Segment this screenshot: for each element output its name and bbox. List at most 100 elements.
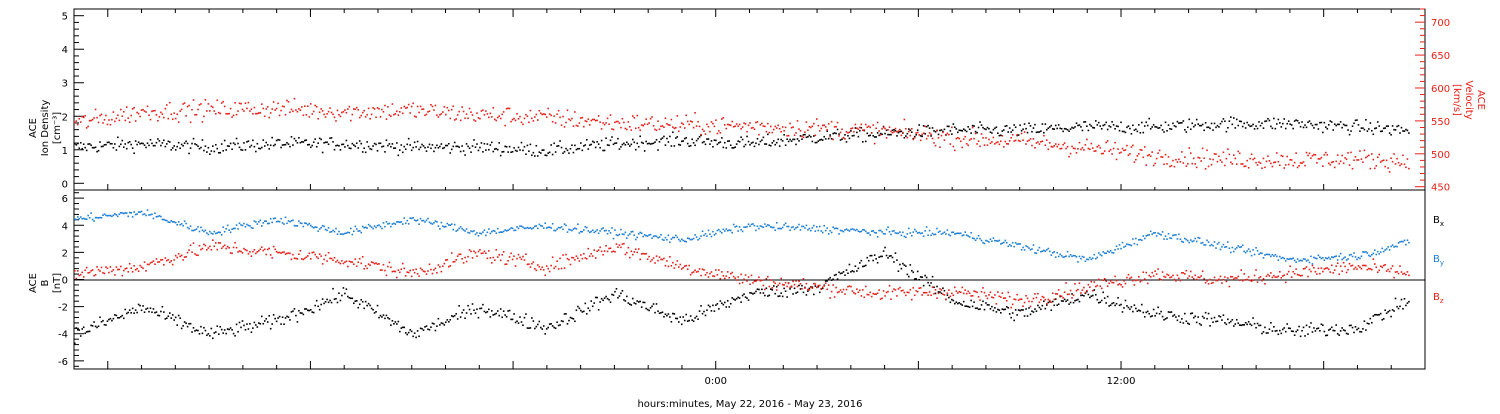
- bz-point: [683, 265, 686, 267]
- bx-point: [994, 307, 996, 309]
- bz-point: [756, 279, 759, 281]
- density-point: [203, 149, 205, 152]
- by-point: [462, 229, 465, 231]
- density-point: [1155, 126, 1158, 128]
- velocity-point: [253, 106, 256, 109]
- density-point: [931, 127, 934, 129]
- density-point: [544, 154, 547, 156]
- density-point: [885, 129, 888, 132]
- bx-point: [925, 276, 928, 279]
- velocity-point: [1347, 152, 1349, 154]
- bz-point: [872, 292, 874, 295]
- velocity-point: [878, 130, 880, 132]
- by-point: [1237, 245, 1240, 247]
- bz-point: [253, 249, 256, 251]
- bx-point: [250, 331, 253, 334]
- by-point: [85, 218, 88, 220]
- bx-point: [204, 329, 207, 332]
- by-point: [1020, 249, 1023, 251]
- density-point: [1384, 127, 1386, 129]
- by-point: [317, 230, 319, 233]
- bx-point: [722, 303, 725, 306]
- velocity-point: [551, 120, 554, 123]
- velocity-point: [715, 119, 717, 121]
- velocity-point: [311, 113, 314, 115]
- velocity-point: [376, 107, 379, 109]
- density-point: [106, 141, 109, 144]
- by-point: [1029, 248, 1032, 251]
- velocity-point: [430, 103, 432, 106]
- density-point: [673, 145, 676, 147]
- density-point: [961, 130, 964, 132]
- velocity-point: [979, 145, 981, 148]
- velocity-point: [482, 109, 484, 111]
- velocity-point: [379, 115, 382, 118]
- by-point: [1342, 257, 1345, 260]
- bx-point: [470, 313, 472, 315]
- bz-point: [764, 288, 766, 291]
- by-point: [655, 235, 658, 238]
- density-point: [373, 142, 376, 145]
- density-point: [188, 152, 190, 155]
- density-point: [1376, 121, 1379, 123]
- velocity-point: [959, 140, 962, 143]
- density-point: [1173, 125, 1176, 127]
- bz-point: [596, 250, 598, 253]
- velocity-point: [105, 114, 107, 117]
- density-point: [1268, 119, 1271, 122]
- by-point: [444, 225, 447, 228]
- bx-point: [409, 329, 411, 331]
- velocity-point: [1175, 158, 1177, 161]
- velocity-point: [946, 132, 949, 135]
- density-point: [946, 125, 949, 128]
- bottom-left-ylabel: ACE B [nT]: [28, 273, 63, 293]
- by-point: [1124, 245, 1127, 247]
- velocity-point: [407, 103, 410, 106]
- bz-point: [1044, 298, 1047, 301]
- by-point: [704, 233, 707, 235]
- bz-point: [1032, 297, 1035, 300]
- velocity-point: [722, 116, 725, 119]
- density-point: [1289, 123, 1291, 126]
- velocity-point: [572, 125, 575, 127]
- bz-point: [697, 270, 699, 273]
- density-point: [554, 151, 557, 153]
- bz-point: [805, 282, 808, 285]
- by-point: [531, 228, 533, 230]
- bz-point: [467, 255, 469, 258]
- by-point: [1164, 235, 1167, 237]
- density-point: [194, 143, 196, 145]
- bz-point: [510, 252, 512, 255]
- by-point: [633, 234, 636, 237]
- bottom-left-tick-label: 0: [62, 276, 68, 287]
- bx-point: [404, 332, 407, 334]
- by-point: [744, 226, 747, 228]
- bx-point: [412, 335, 414, 338]
- bx-point: [1200, 324, 1202, 326]
- velocity-point: [1270, 162, 1272, 165]
- bx-point: [1350, 324, 1352, 327]
- velocity-point: [738, 123, 741, 126]
- top-right-tick-label: 600: [1431, 84, 1450, 95]
- bz-point: [553, 267, 555, 270]
- by-point: [629, 233, 631, 235]
- velocity-point: [792, 126, 794, 128]
- bz-point: [534, 267, 536, 270]
- by-point: [919, 232, 922, 235]
- bz-point: [1127, 273, 1130, 276]
- density-point: [1014, 126, 1017, 128]
- bz-point: [1216, 279, 1219, 282]
- density-point: [1325, 126, 1327, 129]
- by-point: [1281, 256, 1284, 259]
- by-point: [1017, 243, 1020, 245]
- density-point: [167, 140, 170, 143]
- by-point: [566, 231, 569, 233]
- by-point: [780, 227, 782, 230]
- density-point: [1381, 130, 1384, 132]
- density-point: [125, 147, 128, 150]
- by-point: [689, 238, 692, 241]
- density-point: [860, 126, 863, 129]
- by-point: [1326, 257, 1329, 260]
- by-point: [1059, 253, 1061, 256]
- velocity-point: [634, 127, 637, 130]
